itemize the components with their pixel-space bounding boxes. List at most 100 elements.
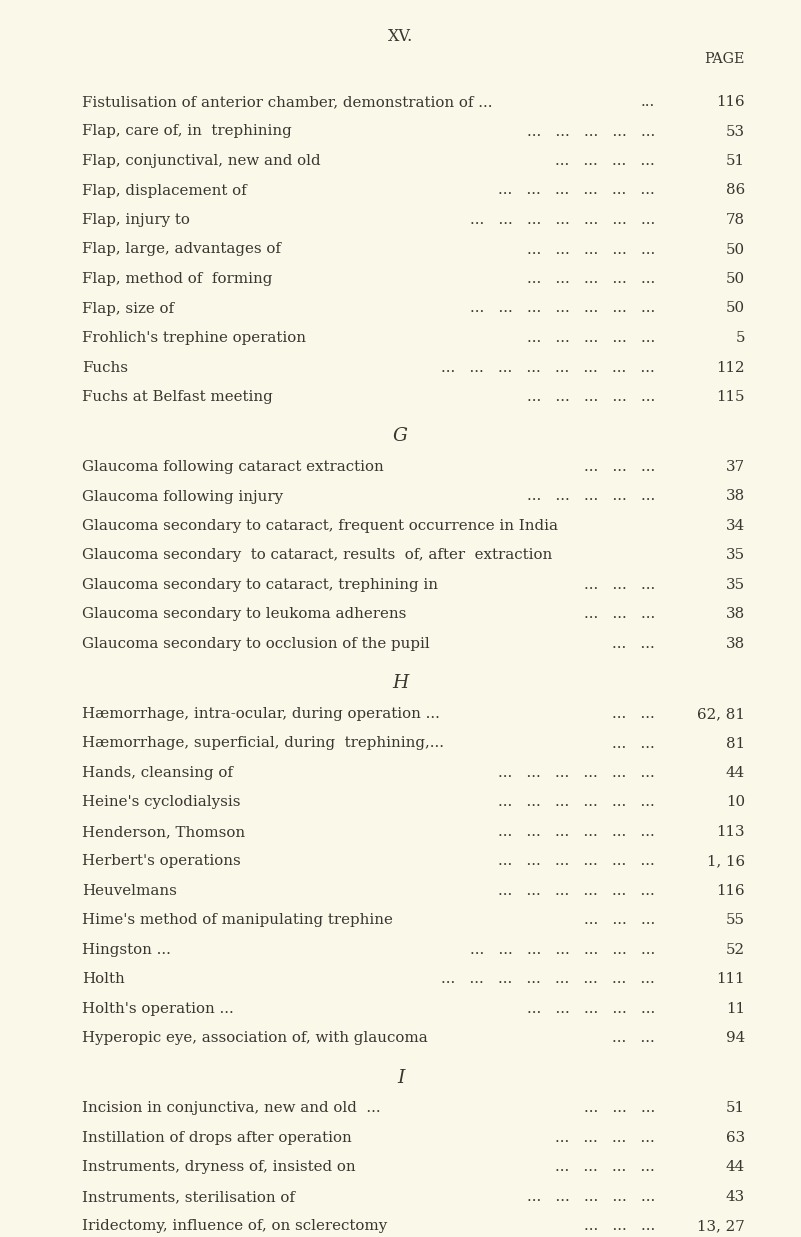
Text: Herbert's operations: Herbert's operations — [82, 855, 241, 868]
Text: ...   ...   ...: ... ... ... — [584, 578, 655, 593]
Text: 11: 11 — [726, 1002, 745, 1016]
Text: Flap, large, advantages of: Flap, large, advantages of — [82, 242, 281, 256]
Text: Hands, cleansing of: Hands, cleansing of — [82, 766, 233, 781]
Text: Fistulisation of anterior chamber, demonstration of ...: Fistulisation of anterior chamber, demon… — [82, 95, 493, 109]
Text: Glaucoma secondary to cataract, frequent occurrence in India: Glaucoma secondary to cataract, frequent… — [82, 520, 558, 533]
Text: ...   ...   ...   ...   ...   ...: ... ... ... ... ... ... — [498, 855, 655, 868]
Text: 35: 35 — [726, 548, 745, 563]
Text: 13, 27: 13, 27 — [697, 1220, 745, 1233]
Text: H: H — [392, 674, 409, 693]
Text: ...   ...   ...: ... ... ... — [584, 913, 655, 928]
Text: Instillation of drops after operation: Instillation of drops after operation — [82, 1131, 352, 1145]
Text: Glaucoma secondary to cataract, trephining in: Glaucoma secondary to cataract, trephini… — [82, 578, 438, 593]
Text: ...   ...   ...   ...   ...   ...: ... ... ... ... ... ... — [498, 825, 655, 839]
Text: 51: 51 — [726, 153, 745, 168]
Text: Incision in conjunctiva, new and old  ...: Incision in conjunctiva, new and old ... — [82, 1101, 380, 1116]
Text: 112: 112 — [716, 360, 745, 375]
Text: PAGE: PAGE — [705, 52, 745, 66]
Text: ...   ...   ...   ...: ... ... ... ... — [555, 1160, 655, 1174]
Text: Holth's operation ...: Holth's operation ... — [82, 1002, 234, 1016]
Text: ...   ...: ... ... — [612, 1032, 655, 1045]
Text: Frohlich's trephine operation: Frohlich's trephine operation — [82, 332, 306, 345]
Text: 94: 94 — [726, 1032, 745, 1045]
Text: 50: 50 — [726, 272, 745, 286]
Text: XV.: XV. — [388, 28, 413, 45]
Text: ...   ...   ...   ...   ...   ...: ... ... ... ... ... ... — [498, 183, 655, 198]
Text: ...   ...   ...   ...   ...: ... ... ... ... ... — [527, 390, 655, 404]
Text: Flap, method of  forming: Flap, method of forming — [82, 272, 272, 286]
Text: Flap, injury to: Flap, injury to — [82, 213, 190, 228]
Text: ...   ...   ...   ...   ...   ...   ...: ... ... ... ... ... ... ... — [469, 943, 655, 957]
Text: ...   ...   ...   ...   ...: ... ... ... ... ... — [527, 272, 655, 286]
Text: ...   ...   ...   ...   ...   ...   ...   ...: ... ... ... ... ... ... ... ... — [441, 360, 655, 375]
Text: 38: 38 — [726, 637, 745, 651]
Text: 53: 53 — [726, 125, 745, 139]
Text: ...   ...   ...   ...: ... ... ... ... — [555, 1131, 655, 1145]
Text: Flap, conjunctival, new and old: Flap, conjunctival, new and old — [82, 153, 320, 168]
Text: Hime's method of manipulating trephine: Hime's method of manipulating trephine — [82, 913, 392, 928]
Text: Instruments, dryness of, insisted on: Instruments, dryness of, insisted on — [82, 1160, 356, 1174]
Text: ...   ...   ...   ...   ...   ...: ... ... ... ... ... ... — [498, 884, 655, 898]
Text: ...   ...   ...   ...   ...   ...   ...: ... ... ... ... ... ... ... — [469, 302, 655, 315]
Text: 116: 116 — [716, 95, 745, 109]
Text: Glaucoma following cataract extraction: Glaucoma following cataract extraction — [82, 460, 384, 474]
Text: 44: 44 — [726, 1160, 745, 1174]
Text: Hæmorrhage, superficial, during  trephining,...: Hæmorrhage, superficial, during trephini… — [82, 736, 444, 751]
Text: 111: 111 — [717, 972, 745, 986]
Text: Fuchs at Belfast meeting: Fuchs at Belfast meeting — [82, 390, 273, 404]
Text: 37: 37 — [726, 460, 745, 474]
Text: ...   ...   ...   ...   ...: ... ... ... ... ... — [527, 242, 655, 256]
Text: Hyperopic eye, association of, with glaucoma: Hyperopic eye, association of, with glau… — [82, 1032, 428, 1045]
Text: 5: 5 — [735, 332, 745, 345]
Text: ...   ...: ... ... — [612, 736, 655, 751]
Text: G: G — [393, 428, 408, 445]
Text: Flap, care of, in  trephining: Flap, care of, in trephining — [82, 125, 292, 139]
Text: 1, 16: 1, 16 — [706, 855, 745, 868]
Text: 113: 113 — [716, 825, 745, 839]
Text: 78: 78 — [726, 213, 745, 228]
Text: Glaucoma secondary  to cataract, results  of, after  extraction: Glaucoma secondary to cataract, results … — [82, 548, 552, 563]
Text: 115: 115 — [717, 390, 745, 404]
Text: ...   ...   ...   ...   ...: ... ... ... ... ... — [527, 1002, 655, 1016]
Text: Flap, displacement of: Flap, displacement of — [82, 183, 247, 198]
Text: 62, 81: 62, 81 — [697, 708, 745, 721]
Text: Henderson, Thomson: Henderson, Thomson — [82, 825, 245, 839]
Text: 38: 38 — [726, 490, 745, 503]
Text: 34: 34 — [726, 520, 745, 533]
Text: Heine's cyclodialysis: Heine's cyclodialysis — [82, 795, 240, 809]
Text: ...   ...: ... ... — [612, 708, 655, 721]
Text: 116: 116 — [716, 884, 745, 898]
Text: ...   ...   ...: ... ... ... — [584, 1101, 655, 1116]
Text: ...   ...   ...   ...   ...: ... ... ... ... ... — [527, 490, 655, 503]
Text: Holth: Holth — [82, 972, 125, 986]
Text: I: I — [396, 1069, 405, 1087]
Text: 86: 86 — [726, 183, 745, 198]
Text: ...   ...   ...   ...   ...: ... ... ... ... ... — [527, 125, 655, 139]
Text: Heuvelmans: Heuvelmans — [82, 884, 177, 898]
Text: 55: 55 — [726, 913, 745, 928]
Text: ...   ...   ...: ... ... ... — [584, 460, 655, 474]
Text: Glaucoma secondary to occlusion of the pupil: Glaucoma secondary to occlusion of the p… — [82, 637, 430, 651]
Text: 43: 43 — [726, 1190, 745, 1204]
Text: 10: 10 — [726, 795, 745, 809]
Text: Glaucoma following injury: Glaucoma following injury — [82, 490, 283, 503]
Text: 63: 63 — [726, 1131, 745, 1145]
Text: 44: 44 — [726, 766, 745, 781]
Text: Hæmorrhage, intra-ocular, during operation ...: Hæmorrhage, intra-ocular, during operati… — [82, 708, 440, 721]
Text: Fuchs: Fuchs — [82, 360, 128, 375]
Text: ...   ...   ...   ...   ...   ...: ... ... ... ... ... ... — [498, 766, 655, 781]
Text: 38: 38 — [726, 607, 745, 621]
Text: ...   ...   ...   ...   ...: ... ... ... ... ... — [527, 332, 655, 345]
Text: 51: 51 — [726, 1101, 745, 1116]
Text: Instruments, sterilisation of: Instruments, sterilisation of — [82, 1190, 295, 1204]
Text: ...   ...   ...   ...   ...   ...   ...   ...: ... ... ... ... ... ... ... ... — [441, 972, 655, 986]
Text: ...   ...   ...: ... ... ... — [584, 607, 655, 621]
Text: Glaucoma secondary to leukoma adherens: Glaucoma secondary to leukoma adherens — [82, 607, 406, 621]
Text: ...   ...   ...   ...   ...   ...   ...: ... ... ... ... ... ... ... — [469, 213, 655, 228]
Text: ...   ...   ...   ...: ... ... ... ... — [555, 153, 655, 168]
Text: ...   ...   ...   ...   ...: ... ... ... ... ... — [527, 1190, 655, 1204]
Text: 50: 50 — [726, 242, 745, 256]
Text: Flap, size of: Flap, size of — [82, 302, 174, 315]
Text: ...   ...   ...   ...   ...   ...: ... ... ... ... ... ... — [498, 795, 655, 809]
Text: 35: 35 — [726, 578, 745, 593]
